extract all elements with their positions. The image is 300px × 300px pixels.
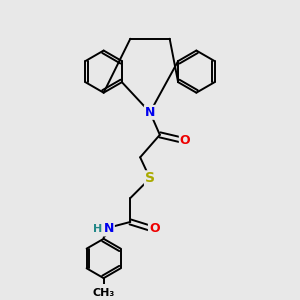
Text: H: H (93, 224, 102, 234)
Text: S: S (145, 171, 155, 185)
Text: N: N (103, 223, 114, 236)
Text: N: N (145, 106, 155, 119)
Text: O: O (149, 223, 160, 236)
Text: CH₃: CH₃ (92, 288, 115, 298)
Text: O: O (180, 134, 190, 147)
